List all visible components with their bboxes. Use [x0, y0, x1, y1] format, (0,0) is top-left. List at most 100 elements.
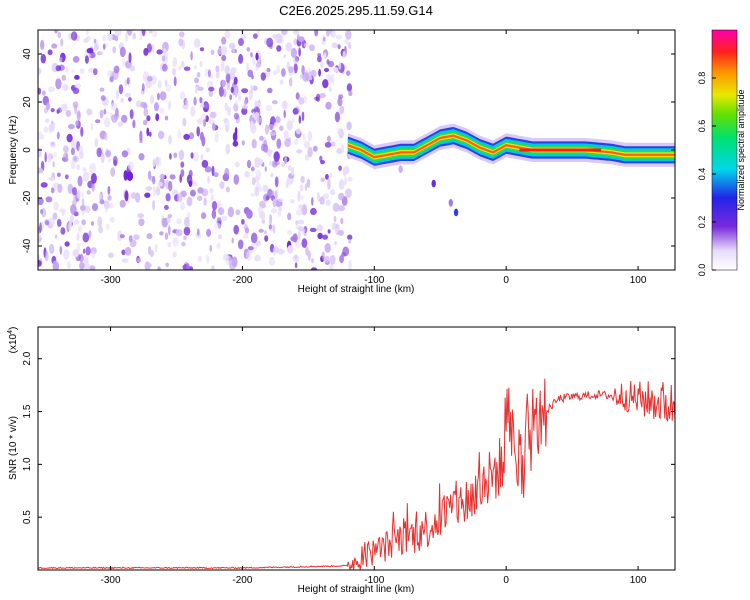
noise-blob [88, 230, 92, 239]
noise-blob [305, 246, 309, 256]
noise-blob [70, 204, 77, 215]
noise-blob [112, 155, 118, 167]
noise-blob [149, 95, 154, 104]
noise-blob [182, 117, 187, 127]
x-tick-label: -200 [232, 275, 252, 286]
noise-blob [322, 234, 329, 240]
noise-blob [210, 194, 214, 201]
noise-blob [216, 242, 221, 249]
noise-blob [65, 153, 69, 160]
colorbar-gradient [711, 29, 738, 271]
noise-blob [54, 234, 58, 239]
noise-blob [155, 156, 162, 168]
noise-blob [305, 154, 309, 161]
noise-blob [186, 196, 193, 207]
noise-blob [293, 63, 298, 74]
noise-blob [335, 34, 343, 40]
x-tick-label: 100 [630, 575, 647, 586]
noise-blob [254, 157, 261, 163]
noise-blob [167, 242, 172, 248]
noise-blob [268, 224, 272, 230]
noise-blob [173, 152, 178, 158]
noise-blob [146, 75, 153, 82]
noise-blob [234, 127, 238, 136]
noise-blob [309, 44, 315, 52]
noise-blob [117, 121, 124, 127]
noise-blob [228, 42, 236, 50]
noise-blob [90, 122, 94, 131]
noise-blob [111, 114, 118, 123]
noise-blob [109, 202, 114, 209]
noise-blob [298, 115, 302, 124]
noise-blob [323, 67, 330, 73]
colorbar-label: Normalized spectral amplitude [736, 89, 746, 210]
noise-blob [293, 56, 299, 64]
noise-blob [296, 149, 303, 154]
noise-blob [164, 205, 169, 210]
noise-blob [196, 118, 204, 125]
noise-blob [234, 161, 240, 168]
noise-blob [152, 158, 156, 167]
noise-blob [287, 245, 294, 254]
noise-blob [221, 36, 227, 45]
noise-blob [273, 122, 279, 128]
noise-blob [137, 213, 145, 219]
noise-blob [269, 214, 273, 225]
noise-blob [168, 180, 173, 192]
noise-blob [268, 151, 272, 157]
noise-blob [207, 175, 210, 184]
noise-blob [116, 89, 119, 100]
noise-blob [73, 219, 80, 225]
noise-blob [89, 162, 97, 174]
noise-blob [145, 80, 153, 89]
noise-blob [301, 238, 308, 249]
noise-blob [250, 166, 255, 172]
noise-blob [57, 31, 61, 39]
noise-blob [71, 139, 78, 150]
noise-blob [300, 195, 304, 201]
noise-blob [271, 208, 278, 214]
noise-blob [233, 224, 239, 235]
noise-blob [284, 138, 291, 148]
noise-blob [324, 243, 331, 253]
noise-blob [276, 138, 282, 149]
noise-blob [74, 83, 82, 89]
noise-blob [298, 204, 303, 210]
noise-blob [148, 30, 153, 34]
noise-blob [250, 192, 256, 198]
noise-blob [310, 207, 317, 216]
noise-blob [190, 106, 196, 117]
noise-blob [271, 100, 278, 105]
noise-blob [146, 43, 152, 53]
noise-blob [59, 56, 63, 63]
noise-blob [133, 234, 140, 241]
noise-blob [270, 172, 274, 178]
noise-blob [43, 126, 49, 133]
spectrogram-signal-trace [347, 123, 675, 217]
noise-blob [238, 53, 244, 64]
noise-blob [76, 110, 81, 121]
noise-blob [327, 229, 331, 234]
noise-blob [344, 176, 347, 186]
noise-blob [124, 93, 132, 98]
noise-blob [99, 87, 105, 92]
noise-blob [266, 37, 274, 48]
x-tick-label: 0 [503, 275, 509, 286]
noise-blob [125, 31, 128, 43]
noise-blob [49, 243, 55, 255]
noise-blob [301, 111, 305, 122]
noise-blob [293, 30, 300, 35]
noise-blob [60, 227, 66, 235]
noise-blob [86, 190, 91, 195]
noise-blob [224, 119, 230, 130]
noise-blob [273, 160, 280, 166]
snr-scale-label: (x104) [7, 327, 19, 354]
noise-blob [306, 178, 311, 188]
noise-blob [314, 30, 319, 37]
noise-blob [162, 63, 168, 72]
x-tick-label: -100 [364, 575, 384, 586]
noise-blob [211, 200, 218, 211]
noise-blob [118, 84, 124, 95]
noise-blob [259, 186, 263, 193]
noise-blob [265, 105, 272, 112]
